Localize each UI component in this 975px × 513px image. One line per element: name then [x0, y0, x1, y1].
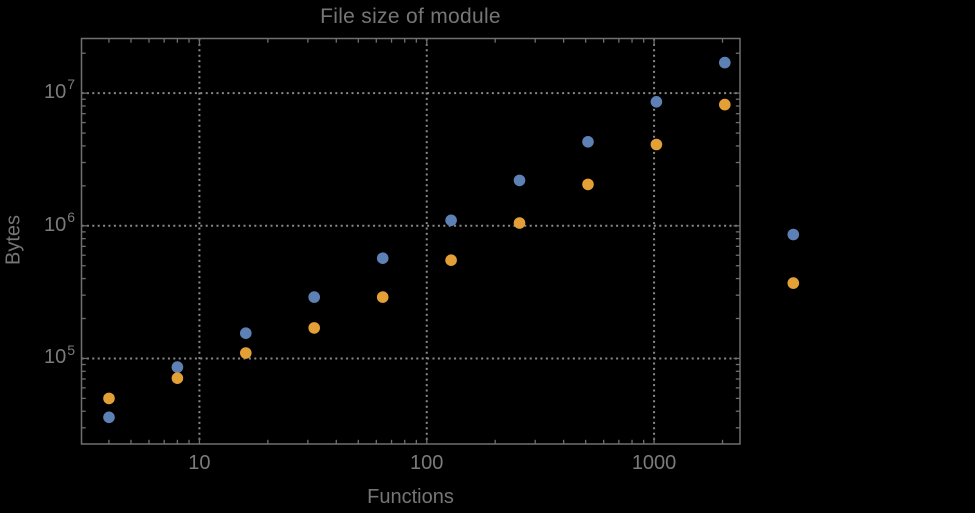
- data-point-blue: [240, 327, 252, 340]
- y-tick-label: 105: [43, 341, 75, 369]
- data-point-blue: [719, 56, 731, 69]
- data-point-blue: [308, 291, 321, 303]
- chart-title: File size of module: [320, 5, 501, 28]
- data-point-orange: [308, 322, 321, 334]
- data-point-orange: [650, 138, 663, 151]
- data-point-orange: [171, 372, 184, 385]
- data-point-orange: [240, 347, 252, 359]
- data-point-blue: [650, 96, 663, 108]
- data-point-blue: [513, 174, 526, 187]
- data-point-orange: [582, 178, 594, 191]
- data-point-blue: [103, 411, 115, 424]
- plot-frame: [80, 37, 741, 445]
- x-axis-label: Functions: [367, 486, 454, 508]
- data-point-orange: [513, 217, 526, 229]
- data-point-blue: [787, 228, 800, 241]
- data-point-orange: [787, 277, 800, 289]
- data-point-blue: [582, 136, 594, 148]
- data-point-blue: [171, 361, 184, 373]
- data-point-orange: [376, 291, 389, 303]
- y-tick-label: 107: [43, 76, 75, 104]
- y-tick-label: 106: [43, 209, 75, 236]
- data-point-orange: [719, 98, 731, 111]
- x-tick-label: 100: [410, 452, 444, 474]
- data-point-orange: [103, 392, 115, 405]
- data-point-blue: [376, 252, 389, 264]
- data-point-orange: [445, 254, 457, 266]
- x-tick-label: 10: [188, 452, 211, 474]
- x-tick-label: 1000: [631, 452, 677, 474]
- data-point-blue: [445, 214, 457, 227]
